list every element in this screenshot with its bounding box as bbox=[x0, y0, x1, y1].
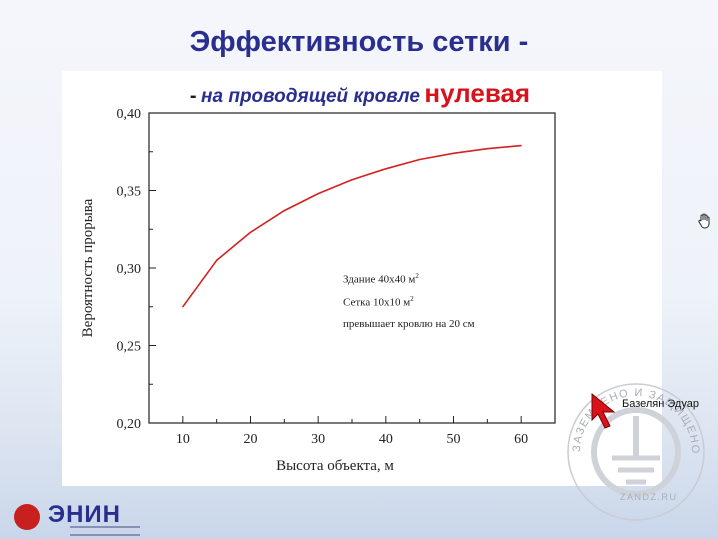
y-axis-label: Вероятность прорыва bbox=[80, 198, 96, 337]
slide-subtitle: - на проводящей кровле нулевая bbox=[140, 78, 580, 109]
y-tick-label: 0,30 bbox=[117, 262, 142, 277]
hand-cursor-icon bbox=[698, 213, 710, 229]
data-point bbox=[520, 144, 522, 147]
enin-logo-icon bbox=[14, 504, 40, 530]
y-tick-label: 0,20 bbox=[117, 417, 142, 432]
zandz-watermark: ЗАЗЕМЛЕНО И ЗАЩИЩЕНО ZANDZ.RU bbox=[567, 383, 705, 521]
data-point bbox=[182, 306, 184, 308]
presenter-name: Базелян Эдуар bbox=[622, 398, 699, 410]
chart-ticks: 10 20 30 40 50 60 0,20 0,25 0,30 0,35 0,40 bbox=[117, 107, 556, 447]
subtitle-text: на проводящей кровле bbox=[201, 86, 420, 107]
annotation-line-3: превышает кровлю на 20 см bbox=[343, 318, 475, 330]
annotation-text-1: Здание 40x40 м bbox=[343, 273, 416, 286]
annotation-line-2: Сетка 10x10 м2 bbox=[343, 295, 414, 309]
x-tick-label: 10 bbox=[176, 432, 190, 447]
chart-plot bbox=[182, 144, 522, 308]
logo-text: ЭНИН bbox=[48, 501, 121, 528]
x-tick-label: 30 bbox=[311, 432, 325, 447]
logo-subtext-lines bbox=[70, 526, 140, 536]
annotation-sup-2: 2 bbox=[410, 295, 414, 303]
x-axis-label: Высота объекта, м bbox=[276, 458, 394, 474]
x-tick-label: 60 bbox=[514, 432, 528, 447]
annotation-sup-1: 2 bbox=[415, 272, 419, 280]
annotation-text-2: Сетка 10x10 м bbox=[343, 296, 411, 309]
subtitle-accent: нулевая bbox=[424, 78, 531, 108]
chart-panel bbox=[62, 71, 662, 486]
data-point bbox=[486, 148, 488, 150]
watermark-site: ZANDZ.RU bbox=[620, 492, 678, 502]
red-arrow-pointer-icon bbox=[591, 392, 616, 429]
chart-axes bbox=[148, 112, 556, 424]
enin-logo: ЭНИН bbox=[8, 500, 148, 536]
data-point bbox=[249, 231, 252, 233]
annotation-line-1: Здание 40x40 м2 bbox=[343, 272, 419, 286]
data-point bbox=[419, 158, 421, 161]
subtitle-dash: - bbox=[189, 85, 197, 107]
data-point bbox=[385, 168, 387, 170]
y-tick-label: 0,40 bbox=[117, 107, 142, 122]
x-tick-label: 40 bbox=[379, 432, 393, 447]
x-tick-label: 50 bbox=[447, 432, 461, 447]
data-point bbox=[317, 193, 319, 195]
data-point bbox=[216, 259, 218, 261]
data-point bbox=[351, 179, 353, 181]
slide-title: Эффективность сетки - bbox=[189, 26, 529, 58]
data-point bbox=[452, 152, 455, 154]
y-tick-label: 0,35 bbox=[117, 185, 142, 200]
plot-frame bbox=[148, 112, 556, 424]
x-tick-label: 20 bbox=[244, 432, 258, 447]
y-tick-label: 0,25 bbox=[117, 340, 142, 355]
data-point bbox=[283, 210, 285, 212]
